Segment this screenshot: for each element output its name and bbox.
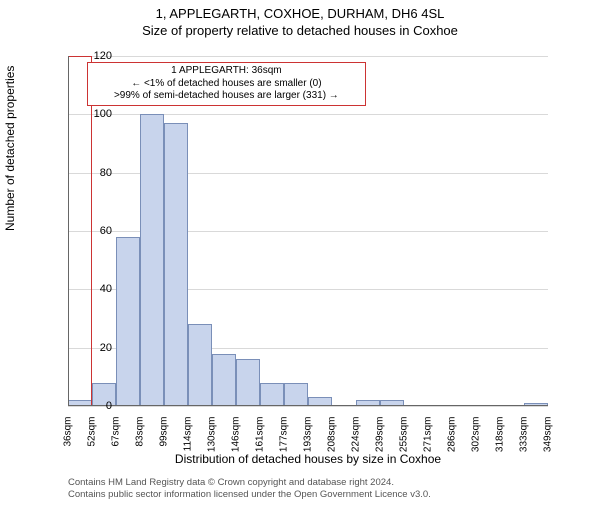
x-tick-label: 349sqm <box>543 417 554 477</box>
x-tick-label: 83sqm <box>135 417 146 477</box>
x-tick-label: 99sqm <box>159 417 170 477</box>
x-tick-label: 318sqm <box>495 417 506 477</box>
x-tick-label: 255sqm <box>399 417 410 477</box>
y-axis-label: Number of detached properties <box>3 66 17 231</box>
y-tick-label: 40 <box>72 283 112 295</box>
annotation-box: 1 APPLEGARTH: 36sqm← <1% of detached hou… <box>87 62 365 106</box>
histogram-bar <box>212 354 236 407</box>
y-tick-label: 60 <box>72 225 112 237</box>
histogram-bar <box>284 383 308 406</box>
x-tick-label: 286sqm <box>447 417 458 477</box>
x-tick-label: 177sqm <box>279 417 290 477</box>
page-subtitle: Size of property relative to detached ho… <box>0 23 600 38</box>
footer-line: Contains public sector information licen… <box>68 489 431 500</box>
x-tick-label: 146sqm <box>231 417 242 477</box>
histogram-bar <box>164 123 188 406</box>
footer-line: Contains HM Land Registry data © Crown c… <box>68 477 431 488</box>
x-tick-label: 52sqm <box>87 417 98 477</box>
histogram-bar <box>140 114 164 406</box>
y-tick-label: 0 <box>72 400 112 412</box>
x-tick-label: 333sqm <box>519 417 530 477</box>
annotation-line: >99% of semi-detached houses are larger … <box>92 90 360 103</box>
y-tick-label: 80 <box>72 167 112 179</box>
plot-region: 1 APPLEGARTH: 36sqm← <1% of detached hou… <box>68 56 548 406</box>
x-tick-label: 114sqm <box>183 417 194 477</box>
x-tick-label: 271sqm <box>423 417 434 477</box>
x-tick-label: 36sqm <box>63 417 74 477</box>
histogram-bar <box>260 383 284 406</box>
gridline <box>68 406 548 407</box>
x-tick-label: 130sqm <box>207 417 218 477</box>
chart-area: 1 APPLEGARTH: 36sqm← <1% of detached hou… <box>68 56 548 406</box>
histogram-bar <box>236 359 260 406</box>
x-tick-label: 67sqm <box>111 417 122 477</box>
y-tick-label: 120 <box>72 50 112 62</box>
y-tick-label: 20 <box>72 342 112 354</box>
x-tick-label: 161sqm <box>255 417 266 477</box>
x-axis-line <box>68 405 548 406</box>
annotation-line: 1 APPLEGARTH: 36sqm <box>92 65 360 78</box>
y-tick-label: 100 <box>72 108 112 120</box>
page-title: 1, APPLEGARTH, COXHOE, DURHAM, DH6 4SL <box>0 6 600 21</box>
x-tick-label: 302sqm <box>471 417 482 477</box>
x-tick-label: 208sqm <box>327 417 338 477</box>
histogram-bar <box>188 324 212 406</box>
histogram-bar <box>116 237 140 406</box>
y-axis-line <box>68 56 69 406</box>
annotation-line: ← <1% of detached houses are smaller (0) <box>92 78 360 91</box>
x-tick-label: 193sqm <box>303 417 314 477</box>
gridline <box>68 56 548 57</box>
footer-attribution: Contains HM Land Registry data © Crown c… <box>68 477 431 500</box>
x-tick-label: 224sqm <box>351 417 362 477</box>
x-tick-label: 239sqm <box>375 417 386 477</box>
